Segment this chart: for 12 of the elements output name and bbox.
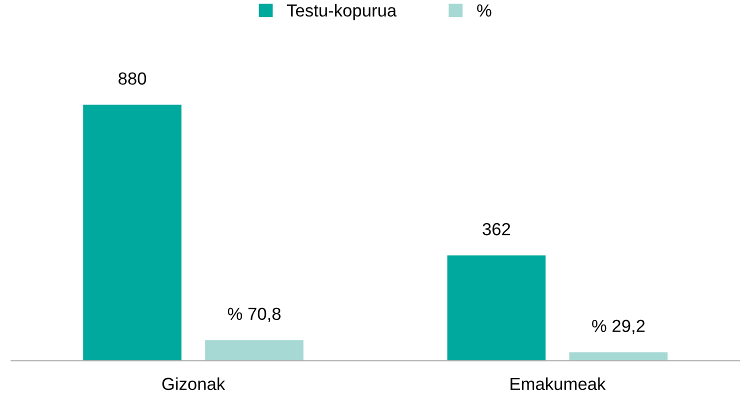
bar bbox=[447, 255, 546, 361]
legend-label: Testu-kopurua bbox=[287, 4, 397, 20]
x-tick-label: Emakumeak bbox=[510, 377, 606, 390]
data-label: % 70,8 bbox=[228, 308, 281, 322]
bar bbox=[205, 340, 304, 361]
data-label: 880 bbox=[118, 72, 146, 85]
data-label: % 29,2 bbox=[592, 320, 645, 334]
legend-label: % bbox=[477, 4, 492, 17]
data-label: 362 bbox=[482, 223, 510, 236]
bar bbox=[83, 104, 182, 361]
bar bbox=[569, 352, 668, 361]
x-tick-label: Gizonak bbox=[162, 377, 226, 390]
